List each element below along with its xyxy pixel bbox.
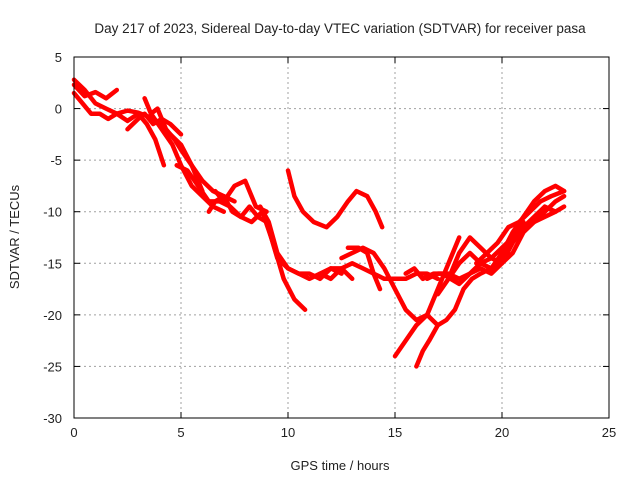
grid-lines — [74, 57, 609, 418]
chart-title: Day 217 of 2023, Sidereal Day-to-day VTE… — [94, 21, 586, 36]
axes: 0 5 10 15 20 25 5 0 -5 -10 -15 -20 -25 -30 — [43, 50, 616, 440]
x-tick-label: 10 — [281, 425, 295, 440]
data-series — [71, 77, 567, 369]
x-axis-label: GPS time / hours — [291, 458, 390, 473]
series-line-sat-n — [345, 245, 383, 292]
y-tick-label: -5 — [50, 153, 62, 168]
series-line-sat-i — [212, 178, 269, 214]
y-axis-label: SDTVAR / TECUs — [7, 184, 22, 289]
series-line-sat-c — [71, 77, 205, 194]
x-tick-label: 20 — [495, 425, 509, 440]
x-tick-label: 0 — [70, 425, 77, 440]
series-line-sat-o — [392, 235, 462, 359]
series-line-sat-q — [414, 219, 526, 369]
series-line-sat-k — [285, 168, 385, 230]
series-line-sat-t — [446, 204, 558, 282]
y-tick-label: -25 — [43, 359, 62, 374]
x-tick-label: 25 — [602, 425, 616, 440]
x-tick-label: 15 — [388, 425, 402, 440]
series-line-sat-b — [71, 90, 167, 168]
y-tick-label: -10 — [43, 205, 62, 220]
series-line-sat-u — [474, 188, 567, 266]
series-line-sat-j — [257, 204, 355, 282]
y-tick-label: -15 — [43, 256, 62, 271]
x-tick-label: 5 — [177, 425, 184, 440]
y-tick-label: 5 — [55, 50, 62, 65]
series-line-sat-m — [339, 245, 441, 328]
series-line-sat-d — [125, 111, 184, 137]
series-line-sat-s — [435, 204, 567, 297]
y-tick-label: -30 — [43, 411, 62, 426]
y-tick-label: -20 — [43, 308, 62, 323]
y-tick-label: 0 — [55, 102, 62, 117]
series-line-sat-a — [71, 82, 120, 101]
plot-frame — [73, 56, 610, 419]
